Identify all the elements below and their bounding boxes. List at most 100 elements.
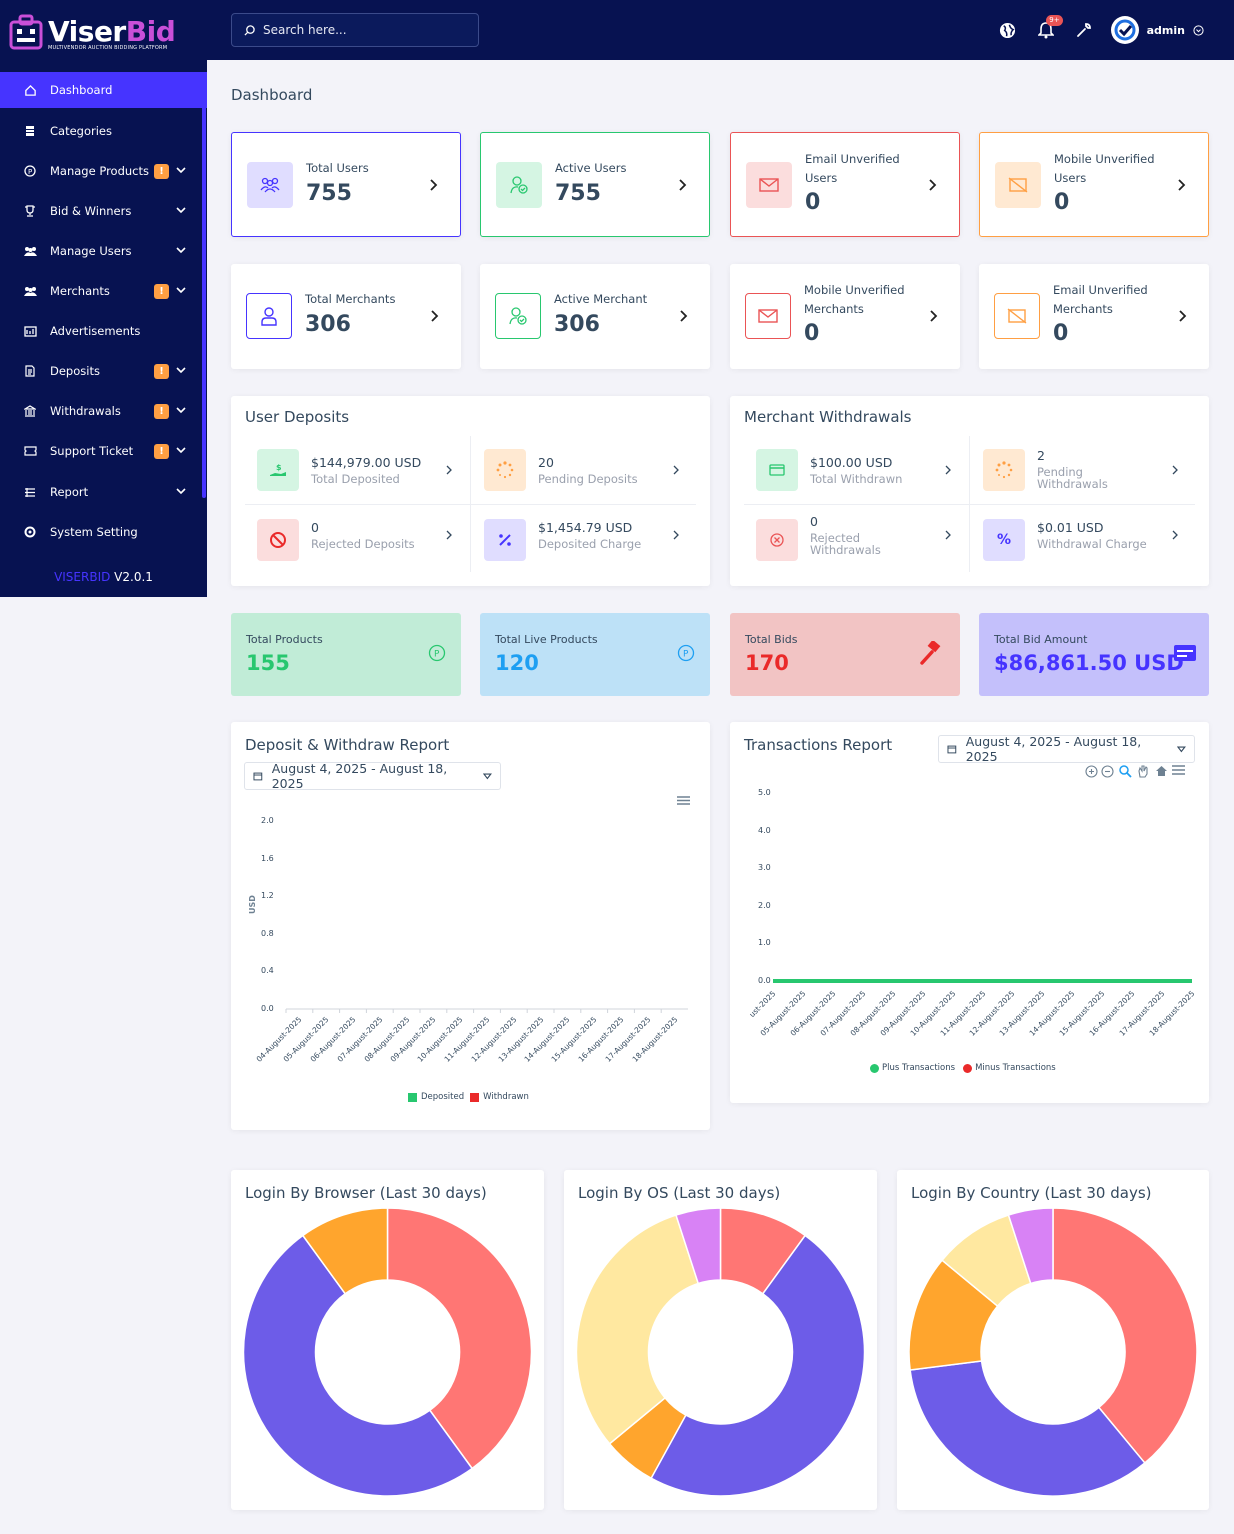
widget-label: Rejected Withdrawals xyxy=(810,531,881,557)
chevron-down-icon xyxy=(176,407,186,414)
y-tick-label: 1.6 xyxy=(261,853,274,863)
chevron-down-icon xyxy=(176,167,186,174)
user-menu[interactable]: admin xyxy=(1110,16,1204,44)
sidebar-item-merchants[interactable]: Merchants ! xyxy=(0,273,202,309)
widget-total-deposited[interactable]: $ $144,979.00 USD Total Deposited xyxy=(245,436,471,504)
categories-icon xyxy=(23,124,37,138)
summary-card-total-bid-amount[interactable]: Total Bid Amount $86,861.50 USD xyxy=(979,613,1209,696)
summary-value: $86,861.50 USD xyxy=(994,651,1184,675)
chevron-right-icon xyxy=(673,465,679,475)
ad-icon xyxy=(23,324,37,338)
stat-card-email-unverified-users[interactable]: Email Unverified Users 0 xyxy=(730,132,960,237)
money-hand-icon: $ xyxy=(257,449,299,491)
sidebar-item-support-ticket[interactable]: Support Ticket ! xyxy=(0,433,202,469)
gavel-icon xyxy=(920,641,941,665)
users-icon xyxy=(23,244,37,258)
legend-label-deposited[interactable]: Deposited xyxy=(421,1092,465,1102)
sidebar-item-bid-winners[interactable]: Bid & Winners xyxy=(0,193,202,229)
logo-icon xyxy=(9,14,43,50)
home-icon xyxy=(23,83,37,97)
summary-value: 120 xyxy=(495,651,539,675)
list-icon xyxy=(23,485,37,499)
sidebar-item-dashboard[interactable]: Dashboard xyxy=(0,72,207,108)
chevron-right-icon xyxy=(446,465,452,475)
widget-deposited-charge[interactable]: $1,454.79 USD Deposited Charge xyxy=(472,506,698,574)
stat-value: 0 xyxy=(1053,321,1069,346)
sidebar-item-system-setting[interactable]: System Setting xyxy=(0,514,202,550)
y-tick-label: 0.0 xyxy=(758,976,771,985)
sidebar-item-label: Manage Users xyxy=(50,244,132,258)
percent-icon xyxy=(484,519,526,561)
widget-label: Total Withdrawn xyxy=(810,472,903,486)
sidebar-item-report[interactable]: Report xyxy=(0,474,202,510)
stat-card-active-users[interactable]: Active Users 755 xyxy=(480,132,710,237)
chart-toolbar xyxy=(1085,765,1185,778)
sidebar-item-categories[interactable]: Categories xyxy=(0,113,202,149)
stat-card-email-unverified-merchants[interactable]: Email Unverified Merchants 0 xyxy=(979,264,1209,369)
widget-pending-deposits[interactable]: 20 Pending Deposits xyxy=(472,436,698,504)
chevron-right-icon xyxy=(1172,465,1178,475)
chevron-down-icon xyxy=(176,367,186,374)
pan-hand-icon[interactable] xyxy=(1137,765,1149,778)
sidebar-item-withdrawals[interactable]: Withdrawals ! xyxy=(0,393,202,429)
widget-pending-withdrawals[interactable]: 2 Pending Withdrawals xyxy=(971,436,1197,504)
widget-rejected-withdrawals[interactable]: 0 Rejected Withdrawals xyxy=(744,506,970,574)
menu-icon[interactable] xyxy=(677,796,690,805)
ban-icon xyxy=(257,519,299,561)
chart-legend: Plus Transactions Minus Transactions xyxy=(870,1063,1056,1073)
credit-card-icon xyxy=(756,449,798,491)
widget-total-withdrawn[interactable]: $100.00 USD Total Withdrawn xyxy=(744,436,970,504)
stat-card-total-users[interactable]: Total Users 755 xyxy=(231,132,461,237)
summary-card-total-products[interactable]: Total Products 155 P xyxy=(231,613,461,696)
date-range-picker[interactable]: August 4, 2025 - August 18, 2025 xyxy=(938,734,1195,764)
legend-label-minus[interactable]: Minus Transactions xyxy=(975,1063,1056,1073)
sidebar-item-deposits[interactable]: Deposits ! xyxy=(0,353,202,389)
stat-card-active-merchant[interactable]: Active Merchant 306 xyxy=(480,264,710,369)
spinner-icon xyxy=(484,449,526,491)
stat-card-total-merchants[interactable]: Total Merchants 306 xyxy=(231,264,461,369)
menu-icon[interactable] xyxy=(1172,765,1185,775)
product-icon: P xyxy=(23,164,37,178)
sidebar-scrollbar[interactable] xyxy=(202,105,206,498)
y-tick-label: 2.0 xyxy=(758,900,771,910)
date-range-picker[interactable]: August 4, 2025 - August 18, 2025 xyxy=(244,761,501,791)
chevron-right-icon xyxy=(673,530,679,540)
home-reset-icon[interactable] xyxy=(1155,765,1168,777)
legend-label-plus[interactable]: Plus Transactions xyxy=(882,1063,956,1073)
bell-icon[interactable]: 9+ xyxy=(1035,15,1063,41)
search-zoom-icon[interactable] xyxy=(1119,765,1132,778)
stat-card-mobile-unverified-users[interactable]: Mobile Unverified Users 0 xyxy=(979,132,1209,237)
warning-badge: ! xyxy=(154,364,169,379)
transactions-chart: 5.0 4.0 3.0 2.0 1.0 0.0 ust-2025 05-August-2025… xyxy=(730,722,1209,1103)
zoom-out-icon[interactable] xyxy=(1101,765,1114,778)
brand-logo[interactable]: ViserBid MULTIVENDOR AUCTION BIDDING PLA… xyxy=(8,14,176,51)
globe-icon[interactable] xyxy=(997,19,1019,41)
summary-card-live-products[interactable]: Total Live Products 120 P xyxy=(480,613,710,696)
stat-card-mobile-unverified-merchants[interactable]: Mobile Unverified Merchants 0 xyxy=(730,264,960,369)
times-circle-icon xyxy=(756,519,798,561)
search-input[interactable]: Search here... xyxy=(231,13,479,47)
zoom-in-icon[interactable] xyxy=(1085,765,1098,778)
summary-label: Total Bids xyxy=(745,633,798,646)
user-check-icon xyxy=(496,162,542,208)
wrench-icon[interactable] xyxy=(1073,19,1095,41)
widget-rejected-deposits[interactable]: 0 Rejected Deposits xyxy=(245,506,471,574)
chevron-down-icon xyxy=(176,447,186,454)
login-by-browser-panel: Login By Browser (Last 30 days) xyxy=(231,1170,544,1510)
legend-swatch-withdrawn xyxy=(470,1092,480,1102)
widget-withdrawal-charge[interactable]: % $0.01 USD Withdrawal Charge xyxy=(971,506,1197,574)
sidebar-item-label: Bid & Winners xyxy=(50,204,132,218)
sidebar-item-advertisements[interactable]: Advertisements xyxy=(0,313,202,349)
panel-title: User Deposits xyxy=(245,408,350,426)
login-by-os-panel: Login By OS (Last 30 days) xyxy=(564,1170,877,1510)
spinner-icon xyxy=(983,449,1025,491)
summary-card-total-bids[interactable]: Total Bids 170 xyxy=(730,613,960,696)
deposit-icon xyxy=(23,364,37,378)
sidebar-item-label: Manage Products xyxy=(50,164,149,178)
summary-label: Total Products xyxy=(246,633,323,646)
sidebar-item-manage-users[interactable]: Manage Users xyxy=(0,233,202,269)
widget-value: $100.00 USD xyxy=(810,455,893,470)
sidebar-item-manage-products[interactable]: P Manage Products ! xyxy=(0,153,202,189)
widget-label: Deposited Charge xyxy=(538,537,642,551)
legend-label-withdrawn[interactable]: Withdrawn xyxy=(483,1092,529,1102)
